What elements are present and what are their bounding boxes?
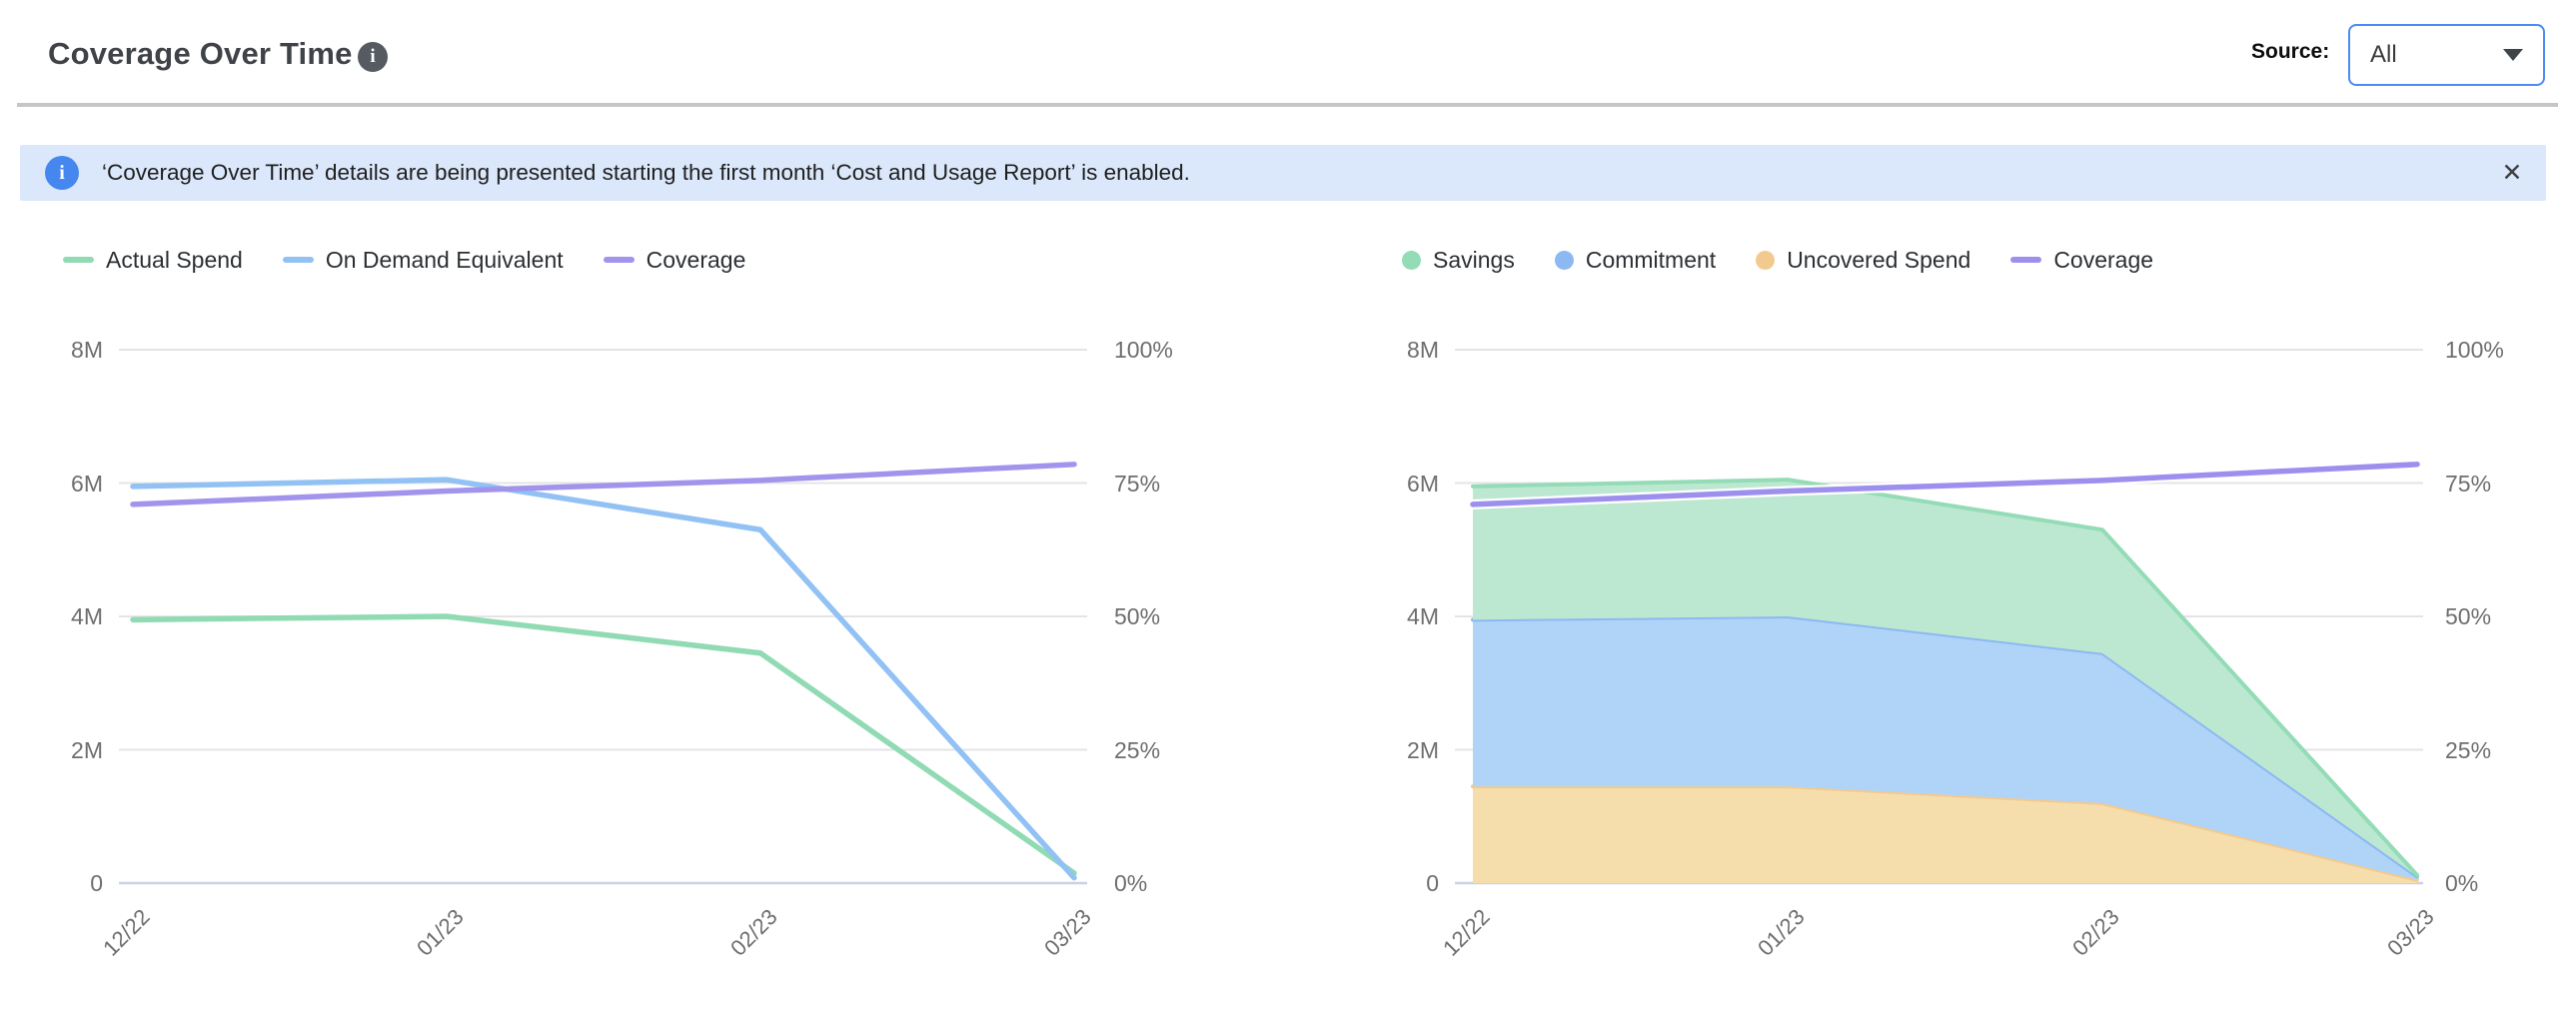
y-axis-percent-tick-label: 50%: [2445, 603, 2492, 629]
x-axis-tick-label: 12/22: [98, 904, 155, 961]
legend-item-commitment[interactable]: Commitment: [1554, 246, 1717, 274]
actual-spend-legend-marker-icon: [63, 257, 94, 263]
y-axis-percent-tick-label: 75%: [1114, 470, 1161, 497]
legend-label: Savings: [1433, 246, 1515, 273]
y-axis-percent-tick-label: 50%: [1114, 603, 1161, 629]
y-axis-percent-tick-label: 75%: [2445, 470, 2492, 497]
legend-item-savings[interactable]: Savings: [1402, 247, 1515, 274]
x-axis-tick-label: 01/23: [412, 904, 469, 961]
header-divider: [17, 103, 2558, 107]
close-icon[interactable]: ✕: [2501, 159, 2523, 187]
legend-label: On Demand Equivalent: [325, 246, 564, 273]
y-axis-percent-tick-label: 100%: [1114, 337, 1173, 363]
y-axis-percent-tick-label: 100%: [2445, 337, 2504, 363]
coverage-stacked-area-chart[interactable]: [1455, 349, 2423, 885]
legend-label: Commitment: [1585, 246, 1717, 273]
legend-item-coverage[interactable]: Coverage: [2010, 247, 2153, 274]
source-dropdown-value: All: [2370, 41, 2397, 68]
area-chart-legend: Savings Commitment Uncovered Spend Coverage: [1402, 246, 2153, 274]
y-axis-tick-label: 4M: [1407, 603, 1439, 629]
banner-text: ‘Coverage Over Time’ details are being p…: [102, 160, 1190, 185]
line-chart-legend: Actual Spend On Demand Equivalent Coverage: [63, 246, 745, 274]
legend-item-actual-spend[interactable]: Actual Spend: [63, 247, 243, 274]
legend-item-coverage[interactable]: Coverage: [603, 246, 746, 274]
y-axis-percent-tick-label: 25%: [1114, 736, 1161, 763]
source-dropdown[interactable]: All: [2348, 24, 2545, 86]
x-axis-tick-label: 03/23: [2382, 904, 2439, 961]
source-label: Source:: [2251, 40, 2330, 63]
chevron-down-icon: [2503, 49, 2523, 61]
x-axis-tick-label: 12/22: [1438, 904, 1495, 961]
y-axis-tick-label: 0: [90, 870, 103, 896]
info-banner: [20, 145, 2546, 201]
page-title: Coverage Over Time: [48, 36, 353, 71]
legend-label: Coverage: [645, 246, 746, 273]
y-axis-tick-label: 8M: [1407, 337, 1439, 363]
legend-item-uncovered-spend[interactable]: Uncovered Spend: [1756, 247, 1970, 274]
info-icon: i: [45, 156, 79, 190]
y-axis-tick-label: 6M: [1407, 470, 1439, 497]
y-axis-tick-label: 4M: [71, 603, 103, 629]
x-axis-tick-label: 03/23: [1039, 904, 1096, 961]
y-axis-tick-label: 0: [1426, 870, 1439, 896]
y-axis-percent-tick-label: 0%: [2445, 870, 2479, 896]
commitment-legend-marker-icon: [1554, 250, 1574, 270]
x-axis-tick-label: 01/23: [1753, 904, 1810, 961]
y-axis-tick-label: 6M: [71, 470, 103, 497]
x-axis-tick-label: 02/23: [2067, 904, 2124, 961]
legend-item-on-demand-equivalent[interactable]: On Demand Equivalent: [282, 246, 564, 274]
coverage-legend-marker-icon: [603, 257, 635, 263]
y-axis-percent-tick-label: 0%: [1114, 870, 1148, 896]
x-axis-tick-label: 02/23: [725, 904, 782, 961]
y-axis-tick-label: 2M: [1407, 736, 1439, 763]
uncovered-spend-legend-marker-icon: [1756, 250, 1776, 270]
coverage-line-chart[interactable]: [119, 349, 1087, 885]
legend-label: Uncovered Spend: [1787, 246, 1971, 273]
y-axis-percent-tick-label: 25%: [2445, 736, 2492, 763]
legend-label: Coverage: [2053, 246, 2154, 273]
savings-legend-marker-icon: [1402, 250, 1421, 270]
y-axis-tick-label: 8M: [71, 337, 103, 363]
legend-label: Actual Spend: [106, 246, 243, 273]
info-icon[interactable]: i: [358, 42, 388, 72]
on-demand-equivalent-legend-marker-icon: [282, 257, 314, 263]
y-axis-tick-label: 2M: [71, 736, 103, 763]
coverage-legend-marker-icon: [2010, 257, 2042, 263]
